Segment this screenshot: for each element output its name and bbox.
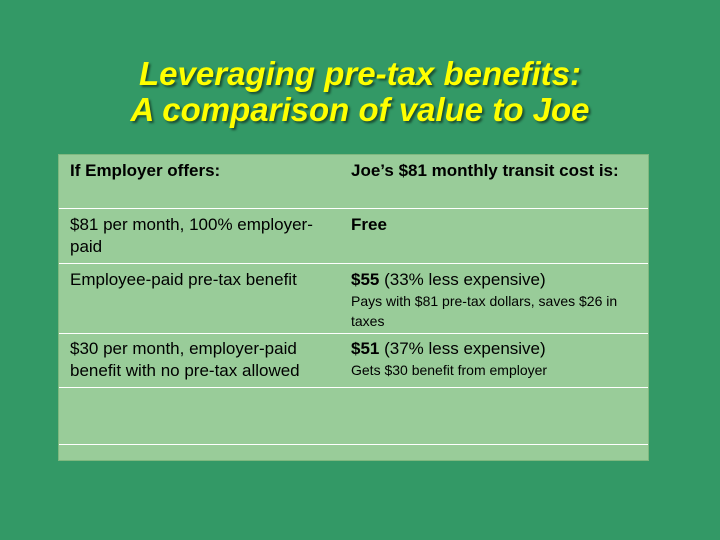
header-transit-cost: Joe’s $81 monthly transit cost is: xyxy=(351,161,619,180)
cost-value: $55 xyxy=(351,270,380,289)
table-row: Employee-paid pre-tax benefit $55 (33% l… xyxy=(59,264,648,334)
slide-title-line-1: Leveraging pre-tax benefits: xyxy=(139,55,581,92)
cost-value: $51 xyxy=(351,339,380,358)
table-row: $81 per month, 100% employer-paid Free xyxy=(59,209,648,264)
table-row-empty xyxy=(59,388,648,445)
cost-note: Gets $30 benefit from employer xyxy=(351,362,548,378)
cost-cell: $51 (37% less expensive) Gets $30 benefi… xyxy=(351,338,641,380)
offer-cell: Employee-paid pre-tax benefit xyxy=(70,270,297,289)
table-row: $30 per month, employer-paid benefit wit… xyxy=(59,334,648,388)
table-header-row: If Employer offers: Joe’s $81 monthly tr… xyxy=(59,155,648,209)
offer-cell: $81 per month, 100% employer-paid xyxy=(70,215,313,256)
cost-detail: (33% less expensive) xyxy=(379,270,546,289)
comparison-table: If Employer offers: Joe’s $81 monthly tr… xyxy=(58,154,649,461)
cost-note: Pays with $81 pre-tax dollars, saves $26… xyxy=(351,293,618,329)
cost-cell: Free xyxy=(351,214,641,236)
header-employer-offers: If Employer offers: xyxy=(70,161,221,180)
cost-detail: (37% less expensive) xyxy=(379,339,546,358)
slide-title: Leveraging pre-tax benefits: A compariso… xyxy=(0,56,720,128)
offer-cell: $30 per month, employer-paid benefit wit… xyxy=(70,339,300,380)
slide-title-line-2: A comparison of value to Joe xyxy=(130,91,590,128)
cost-value: Free xyxy=(351,215,387,234)
cost-cell: $55 (33% less expensive) Pays with $81 p… xyxy=(351,269,641,331)
